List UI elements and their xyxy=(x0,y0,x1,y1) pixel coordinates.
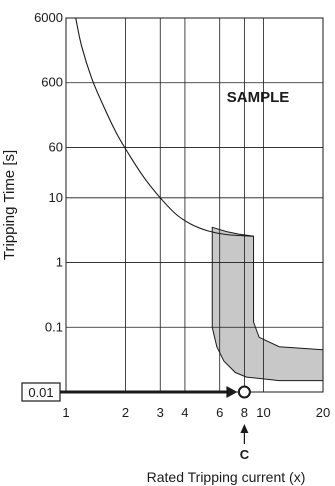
tripping-curve xyxy=(75,18,254,237)
y-tick-label: 0.1 xyxy=(45,319,63,334)
y-tick-label: 60 xyxy=(49,139,63,154)
plot-frame xyxy=(65,17,324,393)
plot-area xyxy=(65,17,324,393)
band-layer xyxy=(211,226,323,382)
curve-layer xyxy=(75,18,254,237)
y-tick-label: 600 xyxy=(41,75,63,90)
x-tick-label: 6 xyxy=(216,405,223,420)
x-tick-label: 2 xyxy=(122,405,129,420)
annot-layer: 0.01 C xyxy=(21,382,251,462)
x-tick-label: 4 xyxy=(181,405,188,420)
x-tick-label: 1 xyxy=(62,405,69,420)
x-axis-label: Rated Tripping current (x) xyxy=(147,469,306,485)
y-tick-label: 10 xyxy=(49,190,63,205)
sample-watermark: SAMPLE xyxy=(227,89,290,106)
tripping-band xyxy=(211,226,323,382)
x-tick-label: 8 xyxy=(241,405,248,420)
arrow-head xyxy=(226,386,238,398)
x-tick-label: 20 xyxy=(316,405,330,420)
c-label: C xyxy=(240,447,250,462)
y-tick-label: 6000 xyxy=(34,10,63,25)
value-box-label: 0.01 xyxy=(28,385,53,400)
y-tick-label: 1 xyxy=(56,255,63,270)
x-tick-label: 10 xyxy=(256,405,270,420)
c-arrow-head xyxy=(240,424,249,433)
x-tick-label: 3 xyxy=(157,405,164,420)
operating-point-marker xyxy=(237,385,251,399)
tick-layer: 1 2 3 4 6 8 10 20 0.1 1 10 60 600 6000 xyxy=(34,10,330,420)
grid-layer xyxy=(66,18,324,392)
y-axis-label: Tripping Time [s] xyxy=(1,150,18,260)
